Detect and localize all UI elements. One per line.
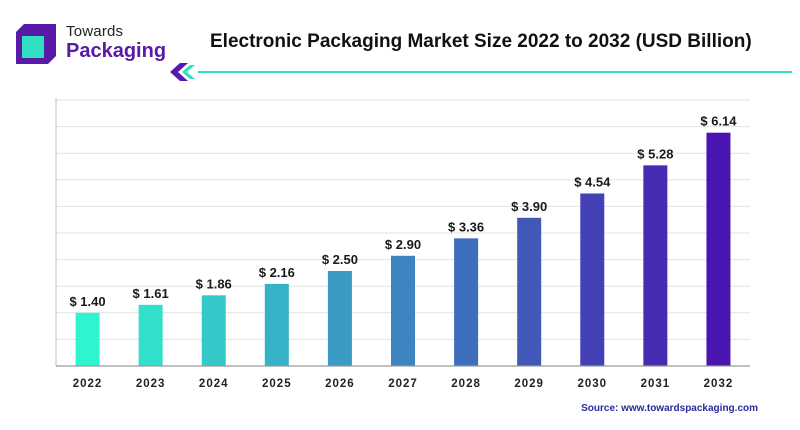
chart-title: Electronic Packaging Market Size 2022 to… [210,31,752,52]
chevron-left-accent-icon [182,65,195,79]
bars [75,132,731,366]
bar-2027 [391,255,415,366]
bar-2022 [75,312,100,366]
bar-2025 [264,283,289,366]
bar-2024 [201,295,226,366]
value-label-2032: $ 6.14 [700,114,737,129]
chevron-left-icon [170,63,188,81]
logo-text-packaging: Packaging [66,40,167,62]
bar-2028 [454,238,479,366]
value-label-2024: $ 1.86 [196,276,232,291]
value-label-2025: $ 2.16 [259,265,295,280]
x-tick-2025: 2025 [262,378,292,390]
value-label-2026: $ 2.50 [322,252,358,267]
bar-2029 [517,217,542,366]
x-tick-2022: 2022 [73,378,103,390]
value-label-2022: $ 1.40 [69,294,105,309]
towards-packaging-logo-icon [16,24,56,64]
x-tick-2026: 2026 [325,378,355,390]
title-divider [170,63,792,81]
x-tick-labels: 2022 2023 2024 2025 2026 2027 2028 2029 2030 2031… [73,378,734,390]
value-label-2023: $ 1.61 [133,286,169,301]
axes [55,98,750,367]
x-tick-2024: 2024 [199,378,229,390]
value-label-2027: $ 2.90 [385,237,421,252]
bar-2030 [580,193,605,366]
bar-2032 [706,132,731,366]
bar-2023 [138,304,163,366]
source-note: Source: www.towardspackaging.com [581,403,758,414]
x-tick-2023: 2023 [136,378,166,390]
value-label-2029: $ 3.90 [511,199,547,214]
value-label-2030: $ 4.54 [574,174,611,189]
brand-logo: Towards Packaging [16,20,176,68]
bar-2031 [643,165,668,366]
value-label-2031: $ 5.28 [637,146,673,161]
x-tick-2028: 2028 [451,378,481,390]
bar-2026 [327,271,352,366]
x-tick-2032: 2032 [704,378,734,390]
value-labels: $ 1.40 $ 1.61 $ 1.86 $ 2.16 $ 2.50 $ 2.90 $ 3.… [69,114,737,309]
logo-text-towards: Towards [66,23,124,40]
x-tick-2029: 2029 [514,378,544,390]
x-tick-2031: 2031 [641,378,671,390]
value-label-2028: $ 3.36 [448,219,484,234]
x-tick-2027: 2027 [388,378,418,390]
x-tick-2030: 2030 [577,378,607,390]
